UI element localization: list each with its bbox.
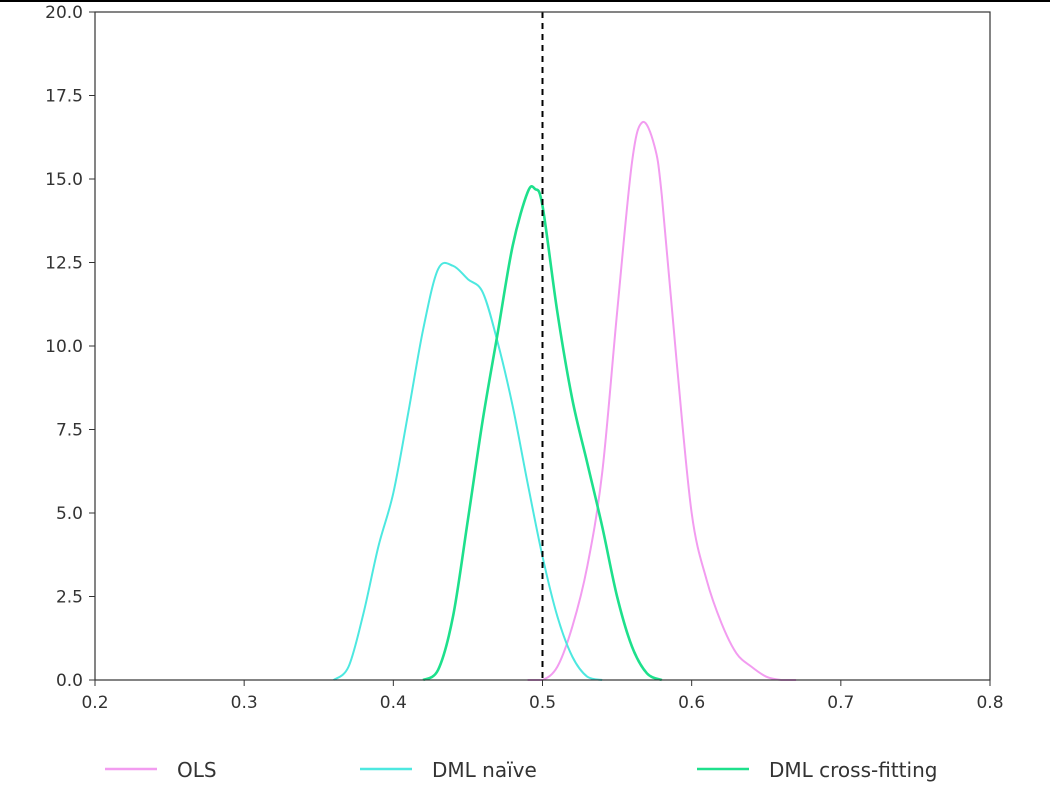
y-tick-label: 12.5	[45, 254, 83, 274]
y-tick-label: 15.0	[45, 170, 83, 190]
y-tick-label: 7.5	[56, 421, 83, 441]
legend-label-ols: OLS	[177, 758, 217, 782]
x-tick-label: 0.7	[827, 693, 854, 713]
x-tick-label: 0.2	[81, 693, 108, 713]
series-line-ols	[527, 120, 797, 681]
y-tick-label: 17.5	[45, 87, 83, 107]
plot-area	[333, 12, 797, 682]
series-line-dml-na-ve	[333, 261, 603, 681]
legend: OLS DML naïve DML cross-fitting	[105, 758, 937, 782]
series-line-dml-cross-fitting	[422, 185, 663, 682]
legend-label-dml-na-ve: DML naïve	[432, 758, 537, 782]
y-tick-label: 10.0	[45, 337, 83, 357]
x-tick-label: 0.8	[976, 693, 1003, 713]
x-tick-label: 0.6	[678, 693, 705, 713]
y-tick-label: 20.0	[45, 3, 83, 23]
y-tick-label: 0.0	[56, 671, 83, 691]
axes: 0.2 0.3 0.4 0.5 0.6 0.7 0.8 0.0 2.5 5.0 7.5 10.0 12.…	[45, 3, 1003, 713]
y-tick-label: 5.0	[56, 504, 83, 524]
y-tick-label: 2.5	[56, 588, 83, 608]
x-tick-label: 0.5	[529, 693, 556, 713]
x-tick-label: 0.3	[231, 693, 258, 713]
legend-label-dml-cross-fitting: DML cross-fitting	[769, 758, 937, 782]
x-tick-label: 0.4	[380, 693, 407, 713]
